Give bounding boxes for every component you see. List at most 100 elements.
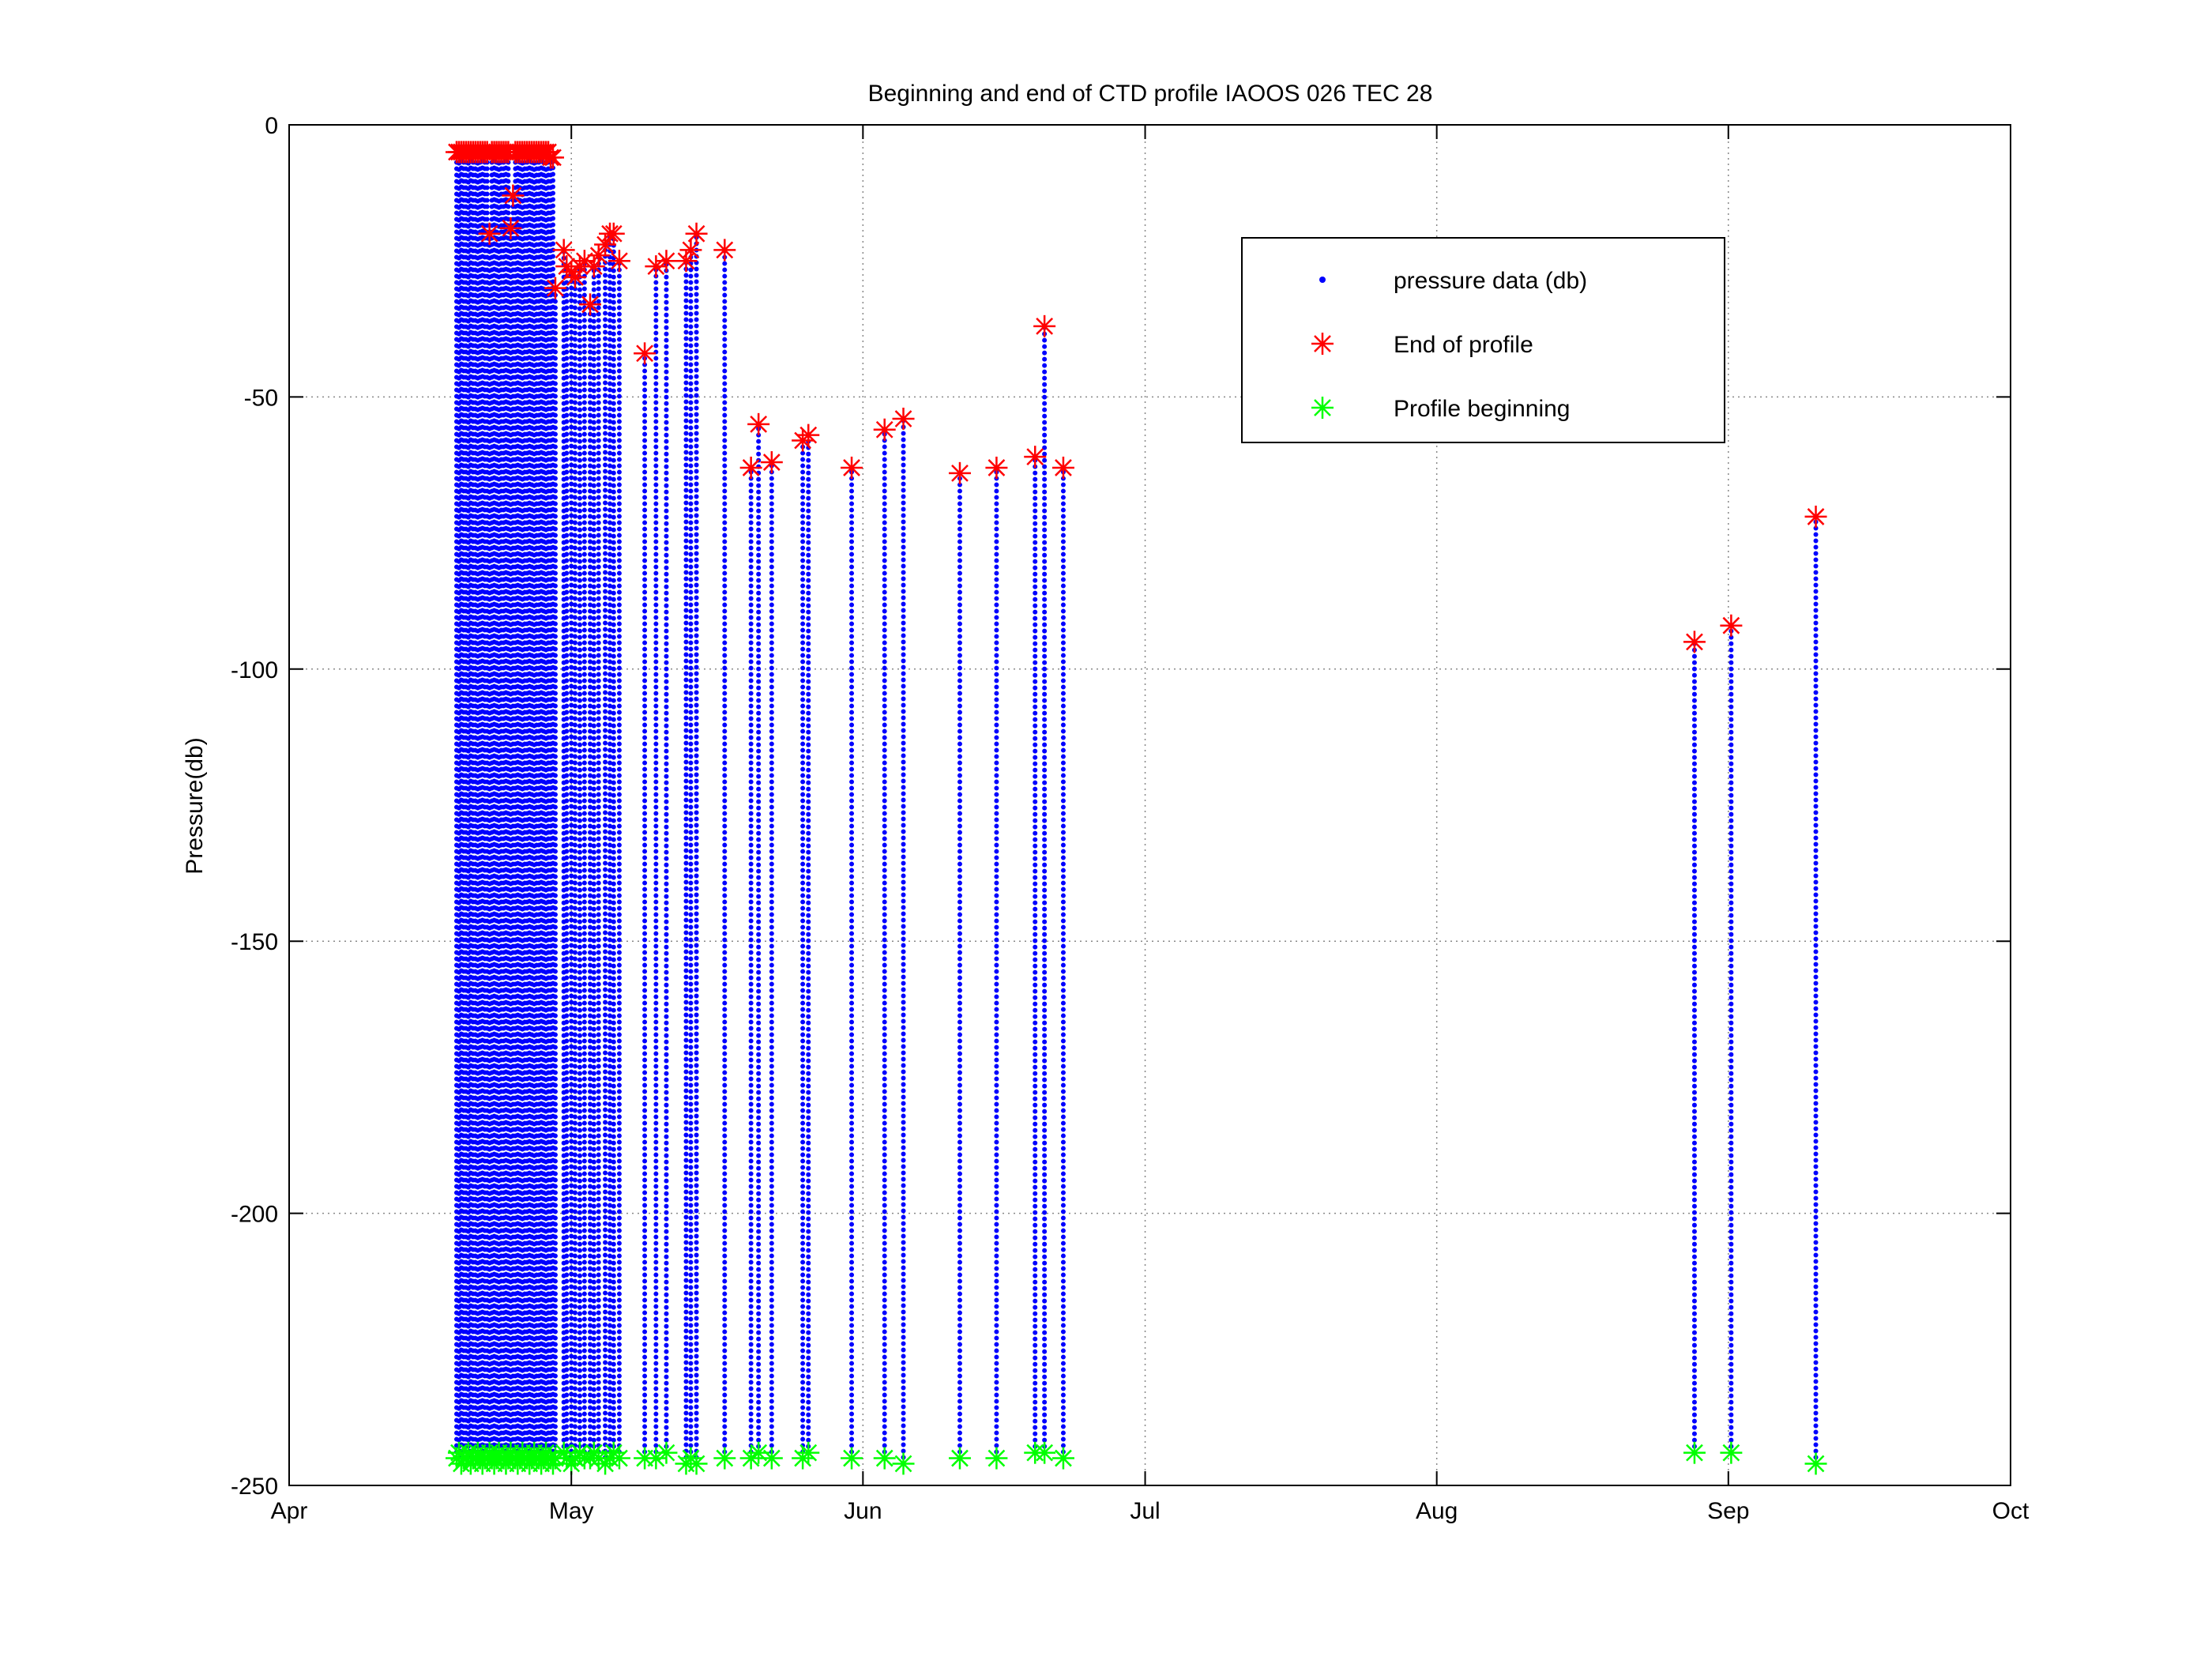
end-of-profile-marker xyxy=(502,184,525,207)
profile-beginning-marker xyxy=(685,1452,708,1475)
end-of-profile-marker xyxy=(579,293,602,316)
x-tick-labels: Apr May Jun Jul Aug Sep Oct xyxy=(271,1498,2030,1524)
marker-stroke xyxy=(547,279,564,297)
x-tick-label: Sep xyxy=(1707,1498,1749,1524)
profile-beginning-marker xyxy=(608,1447,630,1470)
marker-stroke xyxy=(894,410,912,427)
profile-beginning-marker xyxy=(655,1441,678,1464)
marker-stroke xyxy=(544,149,562,167)
marker-stroke xyxy=(875,420,893,439)
profile-beginning-marker xyxy=(1051,1447,1074,1470)
x-tick-label: Jul xyxy=(1130,1498,1160,1524)
marker-stroke xyxy=(555,241,573,259)
y-tick-label: -250 xyxy=(231,1474,278,1500)
y-tick-label: -100 xyxy=(231,657,278,683)
profile-beginning-marker xyxy=(1720,1441,1743,1464)
end-of-profile-marker xyxy=(1804,505,1827,528)
profile-beginning-marker xyxy=(985,1447,1008,1470)
x-tick-label: May xyxy=(549,1498,594,1524)
marker-stroke xyxy=(1036,317,1054,335)
legend-label: Profile beginning xyxy=(1394,396,1571,422)
y-axis-label: Pressure(db) xyxy=(182,737,208,874)
profile-beginning-marker xyxy=(873,1447,896,1470)
marker-stroke xyxy=(988,1449,1006,1467)
marker-stroke xyxy=(799,426,818,444)
marker-stroke xyxy=(581,296,599,314)
y-tick-label: -200 xyxy=(231,1202,278,1228)
marker-stroke xyxy=(750,1444,768,1462)
marker-stroke xyxy=(1314,399,1331,416)
marker-stroke xyxy=(843,1449,860,1467)
end-of-profile-marker xyxy=(552,239,575,262)
marker-stroke xyxy=(480,224,498,243)
end-of-profile-marker xyxy=(1720,614,1743,637)
end-of-profile-marker xyxy=(873,418,896,441)
x-tick-label: Jun xyxy=(844,1498,882,1524)
marker-stroke xyxy=(1055,1449,1072,1467)
marker-stroke xyxy=(611,1449,628,1467)
end-of-profile-marker xyxy=(747,412,770,435)
end-of-profile-marker xyxy=(760,451,783,474)
marker-stroke xyxy=(502,219,520,237)
marker-stroke xyxy=(875,1449,893,1467)
chart-title: Beginning and end of CTD profile IAOOS 0… xyxy=(868,81,1433,107)
end-of-profile-marker xyxy=(602,222,625,245)
marker-stroke xyxy=(1722,616,1740,634)
end-of-profile-marker xyxy=(713,239,736,262)
marker-stroke xyxy=(799,1444,818,1462)
end-of-profile-marker xyxy=(655,250,678,273)
legend-label: pressure data (db) xyxy=(1394,268,1587,294)
marker-stroke xyxy=(762,454,781,471)
plot-frame xyxy=(288,124,2011,1486)
legend: pressure data (db) End of profile Profile … xyxy=(1241,237,1725,443)
marker-stroke xyxy=(1314,335,1331,352)
x-tick-label: Apr xyxy=(271,1498,308,1524)
profile-beginning-marker xyxy=(713,1447,736,1470)
end-of-profile-marker xyxy=(1033,314,1056,337)
end-of-profile-marker xyxy=(797,424,820,446)
end-of-profile-marker xyxy=(739,456,762,479)
marker-stroke xyxy=(951,464,969,482)
profile-beginning-marker xyxy=(948,1447,971,1470)
marker-stroke xyxy=(1036,1444,1054,1462)
marker-stroke xyxy=(687,1455,705,1473)
marker-stroke xyxy=(716,241,734,259)
marker-stroke xyxy=(589,247,608,265)
legend-dot-icon xyxy=(1319,277,1326,283)
legend-asterisk-icon xyxy=(1311,333,1334,355)
marker-stroke xyxy=(1686,1444,1703,1462)
legend-label: End of profile xyxy=(1394,332,1533,358)
profile-beginning-marker xyxy=(797,1441,820,1464)
marker-stroke xyxy=(1686,633,1703,651)
marker-stroke xyxy=(657,1444,675,1462)
end-of-profile-marker xyxy=(541,146,564,169)
profile-beginning-marker xyxy=(1033,1441,1056,1464)
end-of-profile-marker xyxy=(1024,446,1047,469)
marker-stroke xyxy=(611,252,628,270)
end-of-profile-marker xyxy=(1683,631,1706,653)
marker-stroke xyxy=(742,459,760,476)
marker-stroke xyxy=(636,344,653,363)
marker-stroke xyxy=(1055,459,1072,476)
end-of-profile-marker xyxy=(608,250,630,273)
end-of-profile-marker xyxy=(544,277,566,299)
marker-stroke xyxy=(894,1455,912,1473)
profiles xyxy=(453,149,1819,1466)
profile-beginning-marker xyxy=(892,1452,915,1475)
end-of-profile-marker xyxy=(985,456,1008,479)
y-tick-label: -50 xyxy=(244,385,278,411)
marker-stroke xyxy=(687,224,705,243)
end-of-profile-marker xyxy=(685,222,708,245)
marker-stroke xyxy=(951,1449,969,1467)
end-of-profile-marker xyxy=(499,216,522,239)
end-of-profile-marker xyxy=(892,407,915,430)
profile-beginning-marker xyxy=(1804,1452,1827,1475)
marker-stroke xyxy=(843,459,860,476)
marker-stroke xyxy=(716,1449,734,1467)
end-of-profile-marker xyxy=(841,456,863,479)
x-tick-label: Oct xyxy=(1992,1498,2030,1524)
marker-stroke xyxy=(1807,508,1825,525)
marker-stroke xyxy=(504,186,522,205)
y-tick-labels: 0 -50 -100 -150 -200 -250 xyxy=(231,113,278,1500)
